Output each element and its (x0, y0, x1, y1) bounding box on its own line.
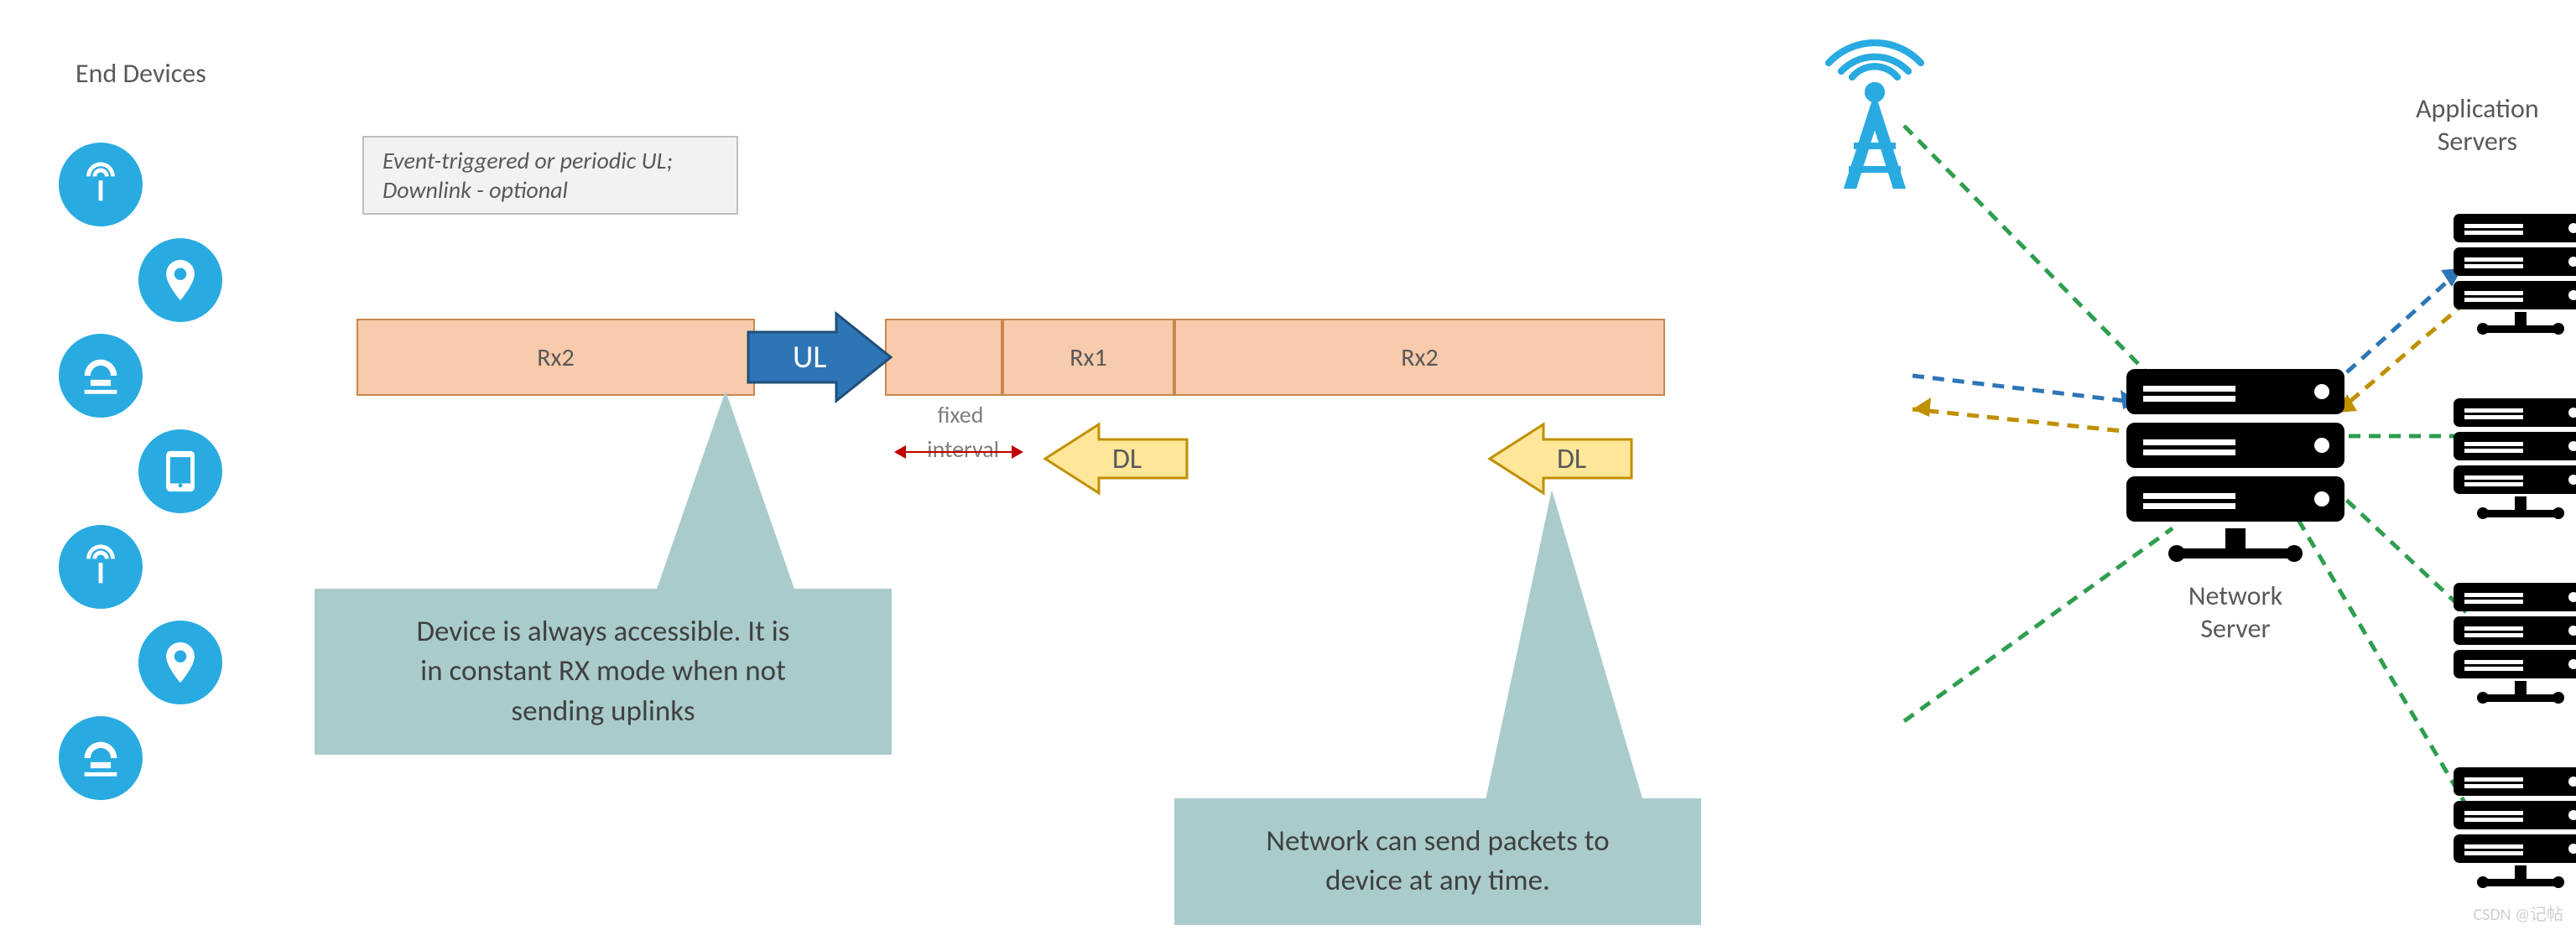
watermark-text: CSDN @记帖 (2474, 901, 2563, 925)
callout-right-pointer (1485, 490, 1644, 808)
network-area: Network Server (1778, 34, 2558, 914)
device-sensor2-icon (59, 525, 143, 609)
svg-text:DL: DL (1112, 442, 1142, 476)
svg-text:DL: DL (1557, 442, 1586, 476)
network-server-icon (2118, 361, 2353, 570)
slot-rx2-left: Rx2 (356, 319, 755, 396)
fixed-label: fixed (938, 400, 984, 429)
slot-rx1: Rx1 (1002, 319, 1174, 396)
device-phone-icon (138, 429, 222, 513)
device-location2-icon (138, 621, 222, 704)
device-wearable-icon (59, 334, 143, 418)
dl-arrow-2-icon: DL (1485, 421, 1636, 496)
app-server-1-icon (2449, 210, 2576, 348)
app-server-4-icon (2449, 763, 2576, 901)
fixed-interval-label: fixed interval (910, 403, 1011, 463)
device-sensor-icon (59, 143, 143, 226)
slot-ul-gap: UL (755, 319, 885, 396)
network-server: Network Server (2118, 361, 2353, 645)
app-server-2-icon (2449, 394, 2576, 533)
timeline: Rx2 UL Rx1 Rx2 (356, 319, 1665, 396)
dl-arrow-1-icon: DL (1040, 421, 1191, 496)
callout-left-pointer (654, 391, 797, 600)
callout-left: Device is always accessible. It is in co… (315, 589, 892, 755)
notebox-ul-dl: Event-triggered or periodic UL; Downlink… (362, 136, 738, 215)
network-server-label: Network Server (2118, 579, 2353, 645)
interval-label: interval (927, 434, 999, 464)
notebox-line1: Event-triggered or periodic UL; (382, 146, 718, 175)
ul-arrow-label: UL (793, 338, 826, 377)
slot-rx2-right: Rx2 (1174, 319, 1665, 396)
slot-gap (885, 319, 1002, 396)
app-server-3-icon (2449, 579, 2576, 717)
callout-right: Network can send packets to device at an… (1174, 798, 1701, 925)
notebox-line2: Downlink - optional (382, 175, 718, 205)
device-location-icon (138, 238, 222, 322)
device-wearable2-icon (59, 716, 143, 800)
title-end-devices: End Devices (75, 57, 206, 90)
tower-3-icon (1812, 34, 1938, 197)
interval-arrow-icon (896, 451, 1022, 453)
end-device-column (59, 143, 222, 812)
